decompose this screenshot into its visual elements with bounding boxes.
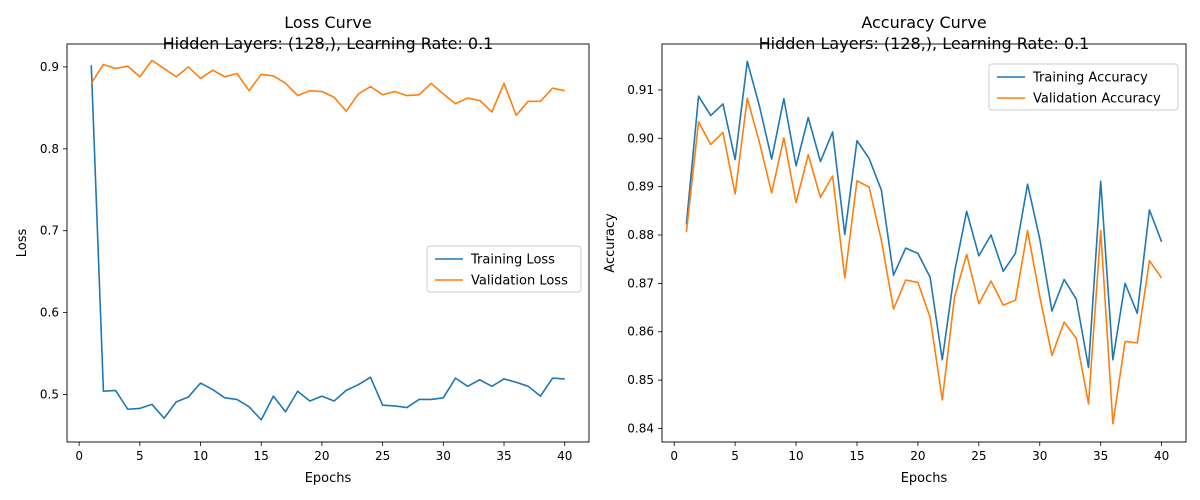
x-tick-label: 35 [1093, 449, 1108, 463]
y-tick-label: 0.84 [627, 421, 654, 435]
x-tick-label: 20 [314, 449, 329, 463]
chart-subtitle: Hidden Layers: (128,), Learning Rate: 0.… [163, 34, 494, 53]
y-tick-label: 0.89 [627, 180, 654, 194]
y-axis-label: Accuracy [603, 213, 618, 273]
plot-frame [661, 43, 1187, 443]
y-tick-label: 0.88 [627, 228, 654, 242]
legend: Training Loss Validation Loss [426, 245, 582, 293]
chart-panel-2: Accuracy Curve Hidden Layers: (128,), Lea… [603, 13, 1187, 486]
y-tick-label: 0.86 [627, 325, 654, 339]
legend-box [988, 63, 1179, 111]
x-tick-label: 10 [788, 449, 803, 463]
legend-box [426, 245, 582, 293]
legend-label: Training Loss [470, 253, 555, 268]
x-tick-label: 5 [136, 449, 144, 463]
x-tick-label: 40 [1154, 449, 1169, 463]
x-tick-label: 0 [670, 449, 678, 463]
series-line-2 [685, 97, 1163, 425]
y-tick-label: 0.6 [40, 306, 59, 320]
y-tick-label: 0.91 [627, 83, 654, 97]
y-tick-label: 0.90 [627, 131, 654, 145]
chart-subtitle: Hidden Layers: (128,), Learning Rate: 0.… [759, 34, 1090, 53]
x-tick-label: 35 [496, 449, 511, 463]
series-line-2 [90, 59, 565, 117]
y-tick-label: 0.9 [40, 60, 59, 74]
x-tick-label: 25 [971, 449, 986, 463]
chart-title: Accuracy Curve [861, 13, 986, 32]
y-tick-label: 0.87 [627, 276, 654, 290]
series-line-1 [90, 65, 565, 421]
plot-frame [66, 43, 590, 443]
y-tick-label: 0.8 [40, 142, 59, 156]
legend: Training Accuracy Validation Accuracy [988, 63, 1179, 111]
x-tick-label: 30 [1032, 449, 1047, 463]
legend-label: Validation Loss [471, 274, 568, 289]
x-axis-label: Epochs [901, 471, 948, 486]
x-axis-label: Epochs [305, 471, 352, 486]
y-tick-label: 0.5 [40, 388, 59, 402]
y-axis-label: Loss [15, 229, 30, 258]
x-tick-label: 5 [731, 449, 739, 463]
x-tick-label: 15 [849, 449, 864, 463]
x-tick-label: 30 [436, 449, 451, 463]
chart-panel-1: Loss Curve Hidden Layers: (128,), Learnin… [15, 13, 590, 486]
x-tick-label: 15 [254, 449, 269, 463]
x-tick-label: 40 [557, 449, 572, 463]
series-line-1 [685, 60, 1163, 369]
x-tick-label: 25 [375, 449, 390, 463]
x-tick-label: 20 [910, 449, 925, 463]
y-tick-label: 0.85 [627, 373, 654, 387]
chart-title: Loss Curve [284, 13, 371, 32]
y-tick-label: 0.7 [40, 224, 59, 238]
x-tick-label: 10 [193, 449, 208, 463]
legend-label: Validation Accuracy [1033, 92, 1161, 107]
legend-label: Training Accuracy [1032, 71, 1148, 86]
x-tick-label: 0 [75, 449, 83, 463]
